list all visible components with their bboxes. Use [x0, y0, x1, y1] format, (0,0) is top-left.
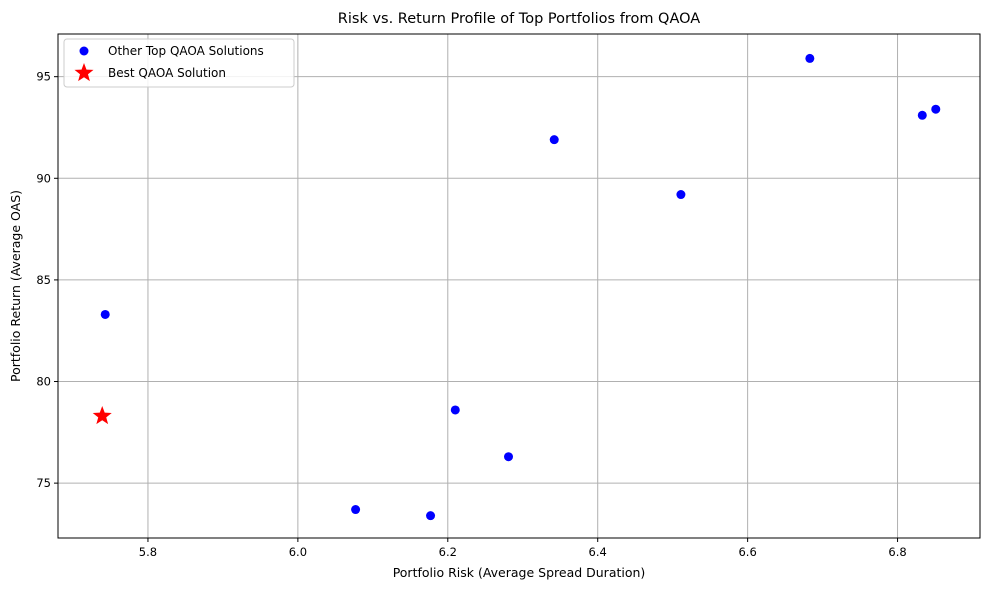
x-tick-label: 6.0 [289, 545, 307, 559]
data-points [92, 53, 941, 521]
best-solution-point [92, 406, 112, 425]
solution-point [805, 53, 815, 63]
y-tick-label: 90 [36, 171, 51, 185]
solution-point [351, 505, 361, 515]
y-axis-label: Portfolio Return (Average OAS) [8, 190, 23, 382]
y-tick-label: 95 [36, 70, 51, 84]
y-axis-ticks: 75 80 85 90 95 [36, 70, 58, 490]
legend-label-other-solutions: Other Top QAOA Solutions [108, 44, 264, 58]
x-tick-label: 6.8 [888, 545, 906, 559]
x-tick-label: 6.6 [738, 545, 756, 559]
plot-frame [57, 33, 981, 539]
chart-title: Risk vs. Return Profile of Top Portfolio… [338, 11, 701, 27]
x-axis-label: Portfolio Risk (Average Spread Duration) [393, 565, 646, 580]
x-tick-label: 6.4 [589, 545, 607, 559]
solution-point [676, 190, 686, 200]
y-tick-label: 80 [36, 375, 51, 389]
solution-point [917, 110, 927, 120]
solution-point [504, 452, 514, 462]
y-tick-label: 85 [36, 273, 51, 287]
solution-point [931, 104, 941, 114]
legend: Other Top QAOA Solutions Best QAOA Solut… [63, 38, 295, 88]
legend-box [63, 38, 295, 88]
x-tick-label: 6.2 [439, 545, 457, 559]
legend-label-best-solution: Best QAOA Solution [108, 66, 226, 80]
x-tick-label: 5.8 [139, 545, 157, 559]
y-tick-label: 75 [36, 476, 51, 490]
solution-point [426, 511, 436, 521]
legend-marker-other-solutions [79, 46, 89, 56]
solution-point [450, 405, 460, 415]
solution-point [100, 309, 110, 319]
solution-point [549, 135, 559, 145]
grid [58, 34, 980, 538]
legend-marker-best-solution [74, 63, 94, 82]
x-axis-ticks: 5.8 6.0 6.2 6.4 6.6 6.8 [139, 538, 907, 559]
